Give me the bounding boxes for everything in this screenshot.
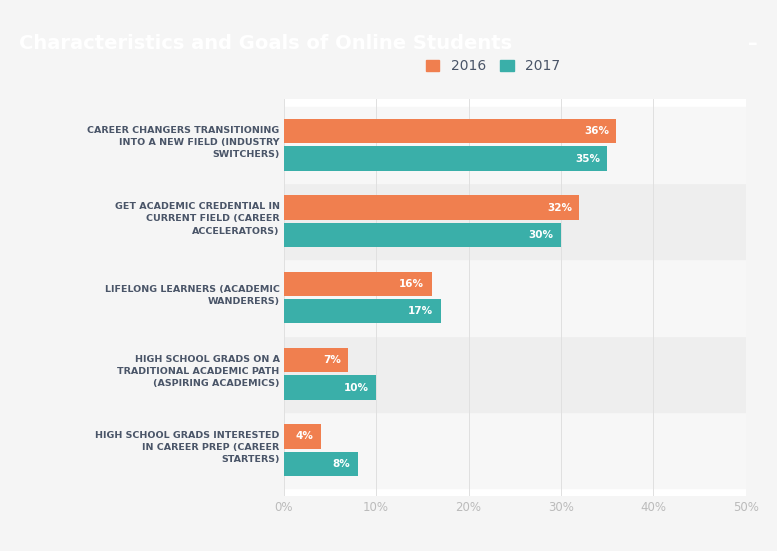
Text: 8%: 8% <box>333 459 350 469</box>
Bar <box>284 412 746 488</box>
Legend: 2016, 2017: 2016, 2017 <box>420 54 566 79</box>
Bar <box>284 424 321 449</box>
Text: GET ACADEMIC CREDENTIAL IN
CURRENT FIELD (CAREER
ACCELERATORS): GET ACADEMIC CREDENTIAL IN CURRENT FIELD… <box>115 202 280 236</box>
Text: 17%: 17% <box>408 306 434 316</box>
Bar <box>284 183 746 260</box>
Text: 30%: 30% <box>528 230 553 240</box>
Text: 4%: 4% <box>295 431 313 441</box>
Text: HIGH SCHOOL GRADS INTERESTED
IN CAREER PREP (CAREER
STARTERS): HIGH SCHOOL GRADS INTERESTED IN CAREER P… <box>96 431 280 464</box>
Text: Characteristics and Goals of Online Students: Characteristics and Goals of Online Stud… <box>19 35 513 53</box>
Text: –: – <box>748 35 758 53</box>
Bar <box>284 195 580 220</box>
Text: 36%: 36% <box>584 126 609 136</box>
Text: LIFELONG LEARNERS (ACADEMIC
WANDERERS): LIFELONG LEARNERS (ACADEMIC WANDERERS) <box>105 285 280 306</box>
Bar <box>284 272 431 296</box>
Bar <box>284 119 616 143</box>
Text: 32%: 32% <box>547 203 572 213</box>
Text: CAREER CHANGERS TRANSITIONING
INTO A NEW FIELD (INDUSTRY
SWITCHERS): CAREER CHANGERS TRANSITIONING INTO A NEW… <box>88 126 280 159</box>
Bar <box>284 348 348 372</box>
Bar <box>284 375 376 400</box>
Bar <box>284 452 357 476</box>
Text: 7%: 7% <box>323 355 341 365</box>
Bar <box>284 336 746 412</box>
Text: 35%: 35% <box>575 154 600 164</box>
Text: 16%: 16% <box>399 279 424 289</box>
Bar <box>284 223 561 247</box>
Bar <box>284 107 746 183</box>
Bar <box>284 147 608 171</box>
Bar <box>284 299 441 323</box>
Text: HIGH SCHOOL GRADS ON A
TRADITIONAL ACADEMIC PATH
(ASPIRING ACADEMICS): HIGH SCHOOL GRADS ON A TRADITIONAL ACADE… <box>117 355 280 388</box>
Bar <box>284 260 746 336</box>
Text: 10%: 10% <box>343 382 368 392</box>
